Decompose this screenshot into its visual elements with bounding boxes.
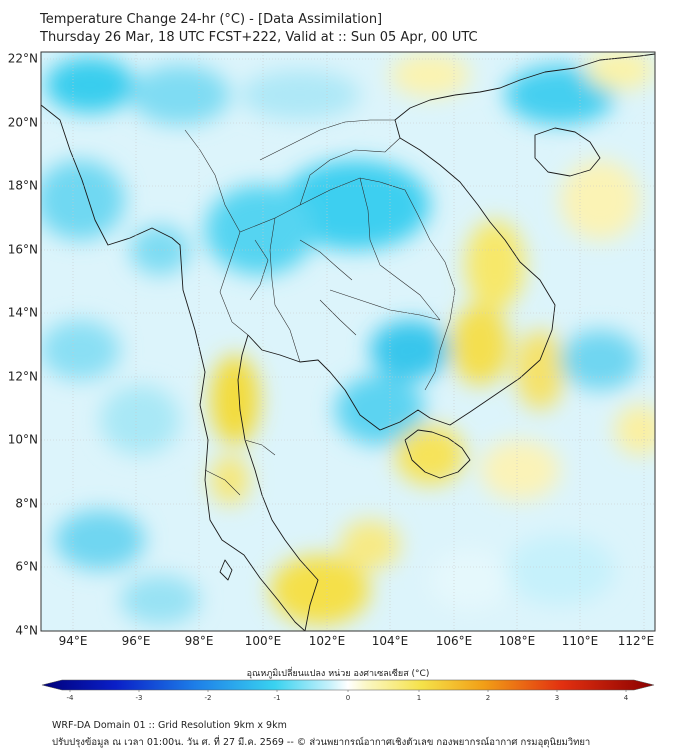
lat-label: 14°N — [8, 306, 38, 320]
map-subtitle: Thursday 26 Mar, 18 UTC FCST+222, Valid … — [40, 30, 478, 45]
colorbar-tick: -3 — [136, 694, 143, 702]
colorbar-tick: -2 — [205, 694, 212, 702]
lon-label: 98°E — [185, 634, 214, 648]
colorbar-tick: 1 — [417, 694, 421, 702]
footer-model-info: WRF-DA Domain 01 :: Grid Resolution 9km … — [52, 720, 287, 731]
lon-label: 104°E — [372, 634, 409, 648]
lon-label: 94°E — [59, 634, 88, 648]
lat-label: 8°N — [15, 497, 38, 511]
lat-label: 12°N — [8, 370, 38, 384]
lat-lon-grid — [41, 52, 655, 631]
lon-label: 100°E — [245, 634, 282, 648]
colorbar-tick: 4 — [624, 694, 629, 702]
lon-label: 106°E — [436, 634, 473, 648]
lat-label: 16°N — [8, 243, 38, 257]
map-frame — [40, 51, 656, 632]
lat-label: 18°N — [8, 179, 38, 193]
lat-label: 6°N — [15, 560, 38, 574]
colorbar-gradient — [41, 679, 655, 691]
lat-label: 22°N — [8, 52, 38, 66]
coastlines — [41, 53, 655, 631]
lat-label: 4°N — [15, 624, 38, 638]
colorbar-tick: 3 — [555, 694, 559, 702]
lon-label: 102°E — [309, 634, 346, 648]
lat-label: 10°N — [8, 433, 38, 447]
colorbar-tick: -1 — [274, 694, 281, 702]
lon-label: 112°E — [618, 634, 655, 648]
footer-update-info: ปรับปรุงข้อมูล ณ เวลา 01:00น. วัน ศ. ที่… — [52, 737, 591, 748]
lon-label: 96°E — [122, 634, 151, 648]
lon-label: 108°E — [499, 634, 536, 648]
temperature-field — [41, 52, 655, 631]
map-title: Temperature Change 24-hr (°C) - [Data As… — [40, 12, 383, 27]
colorbar-tick: 0 — [346, 694, 350, 702]
colorbar-tick: 2 — [486, 694, 490, 702]
lat-label: 20°N — [8, 116, 38, 130]
colorbar-tick: -4 — [67, 694, 75, 702]
lon-label: 110°E — [562, 634, 599, 648]
colorbar: -4 -3 -2 -1 0 1 2 3 4 — [41, 679, 655, 702]
colorbar-title: อุณหภูมิเปลี่ยนแปลง หน่วย องศาเซลเซียส (… — [246, 669, 430, 679]
